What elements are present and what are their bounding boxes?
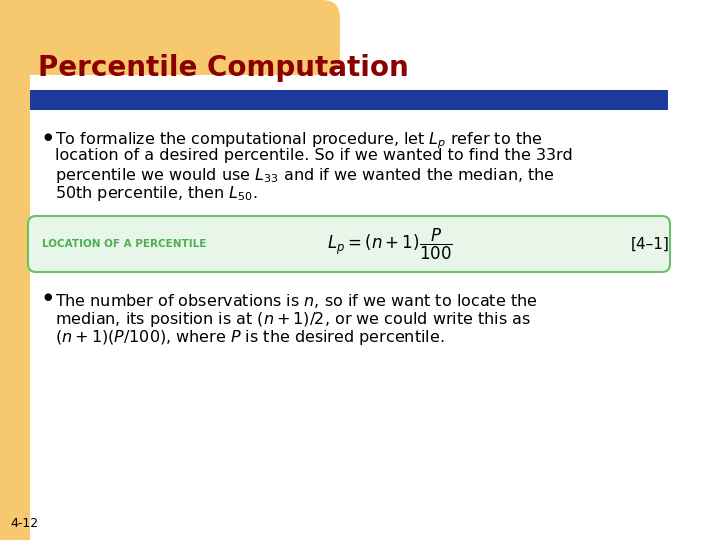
FancyBboxPatch shape bbox=[0, 0, 30, 540]
Text: The number of observations is $n$, so if we want to locate the: The number of observations is $n$, so if… bbox=[55, 292, 538, 310]
Text: median, its position is at $(n + 1)/2$, or we could write this as: median, its position is at $(n + 1)/2$, … bbox=[55, 310, 531, 329]
Text: 50th percentile, then $L_{50}$.: 50th percentile, then $L_{50}$. bbox=[55, 184, 258, 203]
FancyBboxPatch shape bbox=[0, 50, 30, 80]
Text: ●: ● bbox=[43, 132, 52, 142]
Text: ●: ● bbox=[43, 292, 52, 302]
Text: 4-12: 4-12 bbox=[10, 517, 38, 530]
FancyBboxPatch shape bbox=[28, 216, 670, 272]
Text: To formalize the computational procedure, let $L_p$ refer to the: To formalize the computational procedure… bbox=[55, 130, 543, 151]
Text: $(n + 1)(P/100)$, where $P$ is the desired percentile.: $(n + 1)(P/100)$, where $P$ is the desir… bbox=[55, 328, 444, 347]
FancyBboxPatch shape bbox=[0, 0, 340, 75]
Text: LOCATION OF A PERCENTILE: LOCATION OF A PERCENTILE bbox=[42, 239, 207, 249]
Text: location of a desired percentile. So if we wanted to find the 33rd: location of a desired percentile. So if … bbox=[55, 148, 572, 163]
Text: percentile we would use $L_{33}$ and if we wanted the median, the: percentile we would use $L_{33}$ and if … bbox=[55, 166, 555, 185]
Text: [4–1]: [4–1] bbox=[631, 237, 670, 252]
FancyBboxPatch shape bbox=[30, 90, 668, 110]
Text: Percentile Computation: Percentile Computation bbox=[38, 54, 409, 82]
Text: $L_p = (n+1)\dfrac{P}{100}$: $L_p = (n+1)\dfrac{P}{100}$ bbox=[327, 226, 453, 261]
